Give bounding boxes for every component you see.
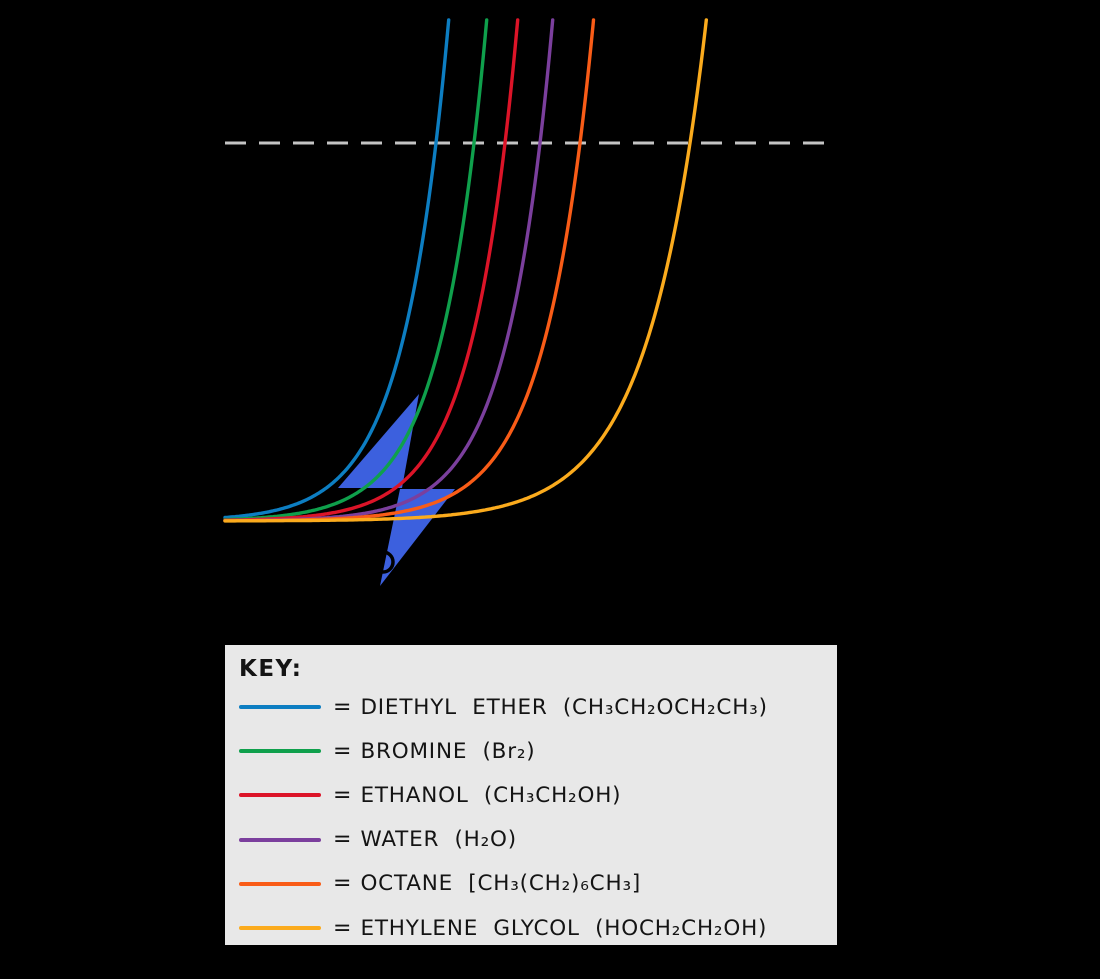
- ring-annotation: [371, 550, 395, 574]
- curve-bromine: [223, 18, 489, 522]
- legend-item: = DIETHYL ETHER (CH₃CH₂OCH₂CH₃): [239, 685, 823, 729]
- legend-swatch-water: [239, 837, 321, 842]
- legend-swatch-ethylene-glycol: [239, 926, 321, 931]
- legend-equals: =: [333, 827, 352, 853]
- legend-label-ethanol: ETHANOL (CH₃CH₂OH): [360, 782, 622, 808]
- legend-equals: =: [333, 915, 352, 941]
- legend-label-octane: OCTANE [CH₃(CH₂)₆CH₃]: [360, 871, 642, 897]
- legend-item: = BROMINE (Br₂): [239, 729, 823, 773]
- legend-label-ethylene-glycol: ETHYLENE GLYCOL (HOCH₂CH₂OH): [360, 915, 768, 941]
- legend-item: = WATER (H₂O): [239, 818, 823, 862]
- legend-swatch-ethanol: [239, 793, 321, 798]
- lightning-bolt-lower: [380, 489, 455, 586]
- legend-label-water: WATER (H₂O): [360, 827, 517, 853]
- legend-item: = ETHYLENE GLYCOL (HOCH₂CH₂OH): [239, 906, 823, 950]
- legend-title: KEY:: [239, 656, 303, 682]
- legend-item: = OCTANE [CH₃(CH₂)₆CH₃]: [239, 862, 823, 906]
- curve-ethylene-glycol: [223, 18, 708, 523]
- legend-swatch-octane: [239, 881, 321, 886]
- legend-label-diethyl-ether: DIETHYL ETHER (CH₃CH₂OCH₂CH₃): [360, 694, 768, 720]
- legend-item: = ETHANOL (CH₃CH₂OH): [239, 773, 823, 817]
- vapor-pressure-chart: [223, 18, 834, 586]
- curve-ethanol: [223, 18, 520, 522]
- legend-equals: =: [333, 738, 352, 764]
- lightning-bolt-upper: [338, 394, 419, 488]
- legend-equals: =: [333, 694, 352, 720]
- legend-equals: =: [333, 782, 352, 808]
- legend-swatch-bromine: [239, 749, 321, 754]
- legend-panel: KEY: = DIETHYL ETHER (CH₃CH₂OCH₂CH₃) = BROM…: [225, 645, 837, 945]
- legend-items: = DIETHYL ETHER (CH₃CH₂OCH₂CH₃) = BROMINE (…: [239, 685, 823, 950]
- legend-swatch-diethyl-ether: [239, 705, 321, 710]
- curve-diethyl-ether: [223, 18, 451, 520]
- legend-label-bromine: BROMINE (Br₂): [360, 738, 536, 764]
- legend-equals: =: [333, 871, 352, 897]
